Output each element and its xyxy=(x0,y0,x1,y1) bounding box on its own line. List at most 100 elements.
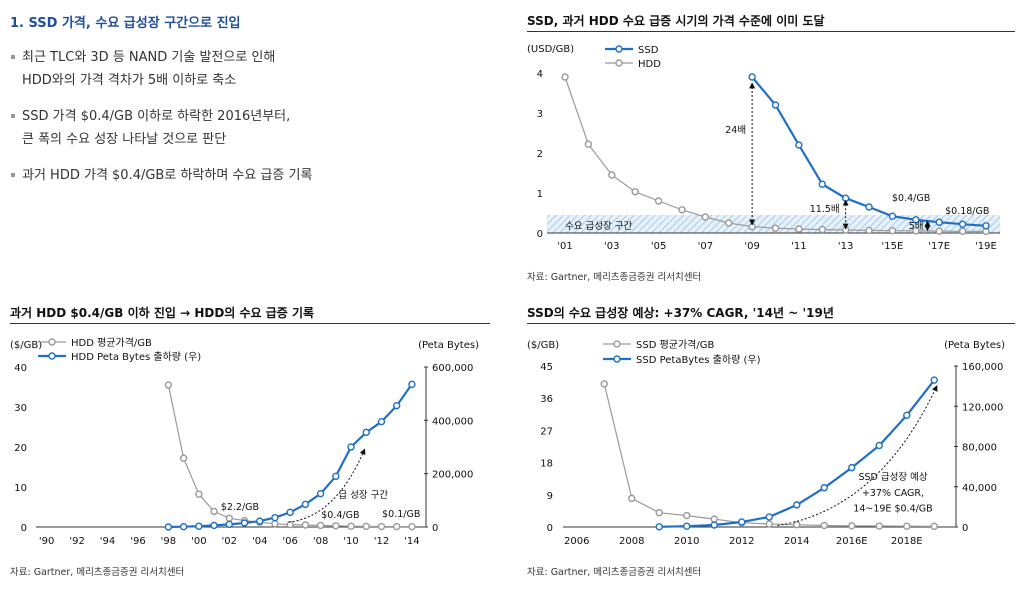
legend-label: SSD xyxy=(638,45,659,56)
chart1-hdd-point xyxy=(865,226,873,235)
chart1-ssd-point xyxy=(748,73,756,81)
chart1-ssd-point xyxy=(982,222,990,230)
price-label: $0.4/GB xyxy=(321,510,359,521)
chart3-xtick-label: 2008 xyxy=(619,536,644,547)
chart1-hdd-line xyxy=(564,76,987,232)
chart3-ytick-right: 160,000 xyxy=(962,362,1003,373)
chart2-ytick-right: 600,000 xyxy=(432,363,473,374)
legend-label: HDD Peta Bytes 출하량 (우) xyxy=(71,350,201,363)
chart3-ytick-right: 80,000 xyxy=(962,443,997,454)
chart2-xtick-label: '10 xyxy=(343,536,358,547)
legend-label: SSD 평균가격/GB xyxy=(636,338,714,351)
chart1-xtick-label: '03 xyxy=(604,241,619,252)
chart2-title-rule xyxy=(10,323,490,324)
chart1-hdd-point xyxy=(654,197,663,205)
chart1-hdd-point xyxy=(584,140,593,148)
chart1-xtick-label: '09 xyxy=(744,241,759,252)
chart2-price-point xyxy=(210,507,218,516)
chart1-ssd-point xyxy=(888,212,897,220)
chart2-price-point xyxy=(271,520,279,528)
chart2-ytick-right: 0 xyxy=(432,523,438,534)
legend-marker xyxy=(615,59,623,67)
bullet-line: 과거 HDD 가격 $0.4/GB로 하락하며 수요 급증 기록 xyxy=(22,168,313,183)
chart3-xtick-label: 2014 xyxy=(784,536,809,547)
bullet-list: 최근 TLC와 3D 등 NAND 기술 발전으로 인해 HDD와의 가격 격차… xyxy=(10,46,510,200)
chart3-volume-point xyxy=(683,522,691,530)
chart3-price-point xyxy=(848,522,856,530)
chart3-volume-point xyxy=(848,463,856,472)
chart2-ytick-left: 30 xyxy=(14,403,27,414)
chart3-price-point xyxy=(903,522,911,530)
chart2-volume-point xyxy=(240,519,249,527)
chart3-title-rule xyxy=(527,323,1015,324)
chart2-xtick-label: '04 xyxy=(252,536,267,547)
chart3-price-point xyxy=(930,522,938,531)
chart3-volume-point xyxy=(820,484,828,492)
growth-arrow xyxy=(288,448,366,523)
ratio-label: 24배 xyxy=(725,125,746,136)
chart1-xtick-label: '17E xyxy=(928,241,950,252)
bullet-item: SSD 가격 $0.4/GB 이하로 하락한 2016년부터, 큰 폭의 수요 … xyxy=(10,105,510,151)
chart1-ytick-label: 0 xyxy=(537,229,543,240)
chart2-xtick-label: '14 xyxy=(404,536,419,547)
chart1-hdd-point xyxy=(678,206,686,214)
chart2-xtick-label: '92 xyxy=(69,536,84,547)
chart2-xtick-label: '08 xyxy=(313,536,328,547)
chart2-price-point xyxy=(225,514,233,522)
chart1-hdd-point xyxy=(561,73,569,81)
chart2-price-point xyxy=(377,522,386,531)
chart1-source: 자료: Gartner, 메리츠종금증권 리서치센터 xyxy=(527,272,702,283)
chart1-hdd-point xyxy=(958,227,967,235)
demand-band xyxy=(547,215,1000,233)
chart2-source: 자료: Gartner, 메리츠종금증권 리서치센터 xyxy=(10,567,185,578)
chart1-ssd-point xyxy=(912,216,920,224)
chart2-xtick-label: '00 xyxy=(191,536,206,547)
chart1-hdd-point xyxy=(818,225,826,234)
growth-label: 급 성장 구간 xyxy=(338,490,388,501)
chart1-hdd-point xyxy=(888,226,897,235)
chart2-volume-point xyxy=(362,428,370,437)
bullet-line: 최근 TLC와 3D 등 NAND 기술 발전으로 인해 xyxy=(22,50,276,65)
chart3-price-point xyxy=(765,520,773,528)
chart1-ssd-point xyxy=(818,180,826,188)
chart1-hdd-point xyxy=(608,171,616,179)
chart1-xtick-label: '07 xyxy=(698,241,713,252)
bullet-item: 최근 TLC와 3D 등 NAND 기술 발전으로 인해 HDD와의 가격 격차… xyxy=(10,46,510,92)
chart1-ytick-label: 4 xyxy=(537,69,543,80)
chart2-volume-point xyxy=(210,521,218,530)
chart2-volume-point xyxy=(164,523,173,531)
chart2-plot: ($/GB) (Peta Bytes) 0 10 20 30 40 0 200,000 400,0… xyxy=(10,336,479,547)
price-label: $2.2/GB xyxy=(221,502,259,513)
chart3-volume-point xyxy=(655,523,663,531)
chart1-ssd-point xyxy=(795,141,803,149)
chart2-ytick-left: 40 xyxy=(14,363,27,374)
chart1-hdd-point xyxy=(771,224,780,232)
price-label: $0.4/GB xyxy=(892,193,930,204)
chart3-title: SSD의 수요 급성장 예상: +37% CAGR, '14년 ~ '19년 xyxy=(527,306,834,320)
chart1-ytick-label: 3 xyxy=(537,109,543,120)
chart2-ytick-left: 10 xyxy=(14,483,27,494)
chart3-price-point xyxy=(628,494,636,503)
chart2-price-point xyxy=(316,521,325,530)
chart2-price-point xyxy=(362,522,370,531)
chart1-xtick-label: '13 xyxy=(838,241,853,252)
legend-label: SSD PetaBytes 출하량 (우) xyxy=(636,353,761,366)
chart3-yunit-right: (Peta Bytes) xyxy=(944,340,1005,351)
chart2-price-point xyxy=(164,381,173,389)
chart2-volume-line xyxy=(168,383,413,529)
chart2-volume-point xyxy=(256,517,264,525)
chart2-volume-point xyxy=(347,443,355,451)
chart3-price-point xyxy=(875,522,883,530)
legend-marker xyxy=(48,352,56,360)
legend-label: HDD xyxy=(638,59,661,70)
chart1-plot: (USD/GB) 수요 급성장 구간 0 1 2 3 4 '01 '03 '05 '07 '09 '11… xyxy=(527,44,1000,252)
chart3-price-point xyxy=(600,380,608,388)
chart3-yunit-left: ($/GB) xyxy=(527,340,559,351)
chart3-source: 자료: Gartner, 메리츠종금증권 리서치센터 xyxy=(527,567,702,578)
growth-label: 14~19E $0.4/GB xyxy=(853,503,932,514)
chart1-ssd-point xyxy=(865,203,873,211)
chart3-ytick-left: 18 xyxy=(540,459,553,470)
chart1-hdd-point xyxy=(912,227,920,235)
chart2-price-point xyxy=(332,522,340,530)
